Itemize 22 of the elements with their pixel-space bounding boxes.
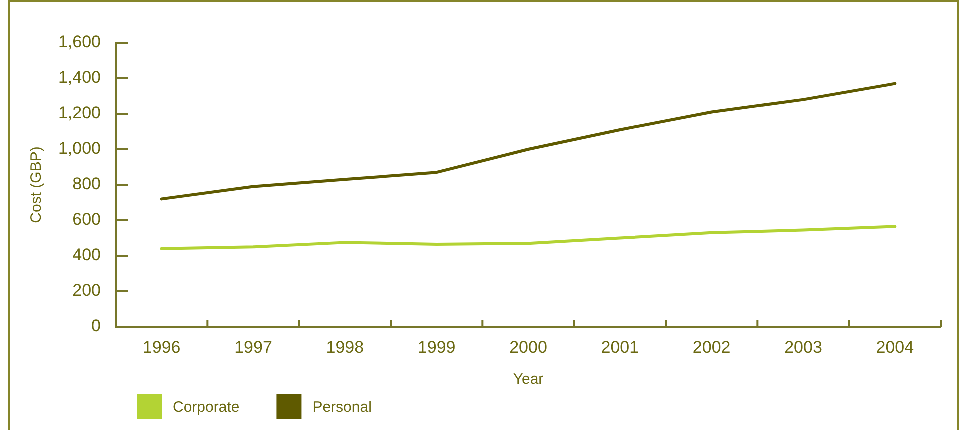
y-tick-label: 400 bbox=[72, 246, 101, 265]
y-tick-label: 1,000 bbox=[58, 139, 101, 158]
x-tick-label: 2000 bbox=[510, 338, 548, 357]
y-tick-label: 1,200 bbox=[58, 104, 101, 123]
y-tick-label: 600 bbox=[72, 210, 101, 230]
x-axis-title: Year bbox=[513, 371, 544, 388]
y-tick-label: 1,400 bbox=[58, 68, 101, 88]
x-tick-label: 1996 bbox=[142, 338, 181, 357]
x-tick-label: 2001 bbox=[601, 338, 640, 357]
y-axis-title: Cost (GBP) bbox=[28, 146, 46, 224]
y-tick-label: 1,600 bbox=[58, 32, 101, 52]
x-tick-label: 1997 bbox=[234, 338, 272, 357]
legend-label: Personal bbox=[312, 399, 372, 416]
x-tick-label: 2002 bbox=[692, 338, 731, 357]
x-tick-label: 1998 bbox=[326, 338, 364, 357]
x-tick-label: 2003 bbox=[784, 338, 822, 357]
y-tick-label: 0 bbox=[92, 316, 101, 336]
x-tick-label: 2004 bbox=[876, 338, 914, 357]
x-tick-label: 1999 bbox=[418, 338, 456, 357]
y-tick-label: 200 bbox=[72, 281, 101, 300]
legend-label: Corporate bbox=[173, 399, 240, 416]
y-tick-label: 800 bbox=[72, 174, 101, 194]
